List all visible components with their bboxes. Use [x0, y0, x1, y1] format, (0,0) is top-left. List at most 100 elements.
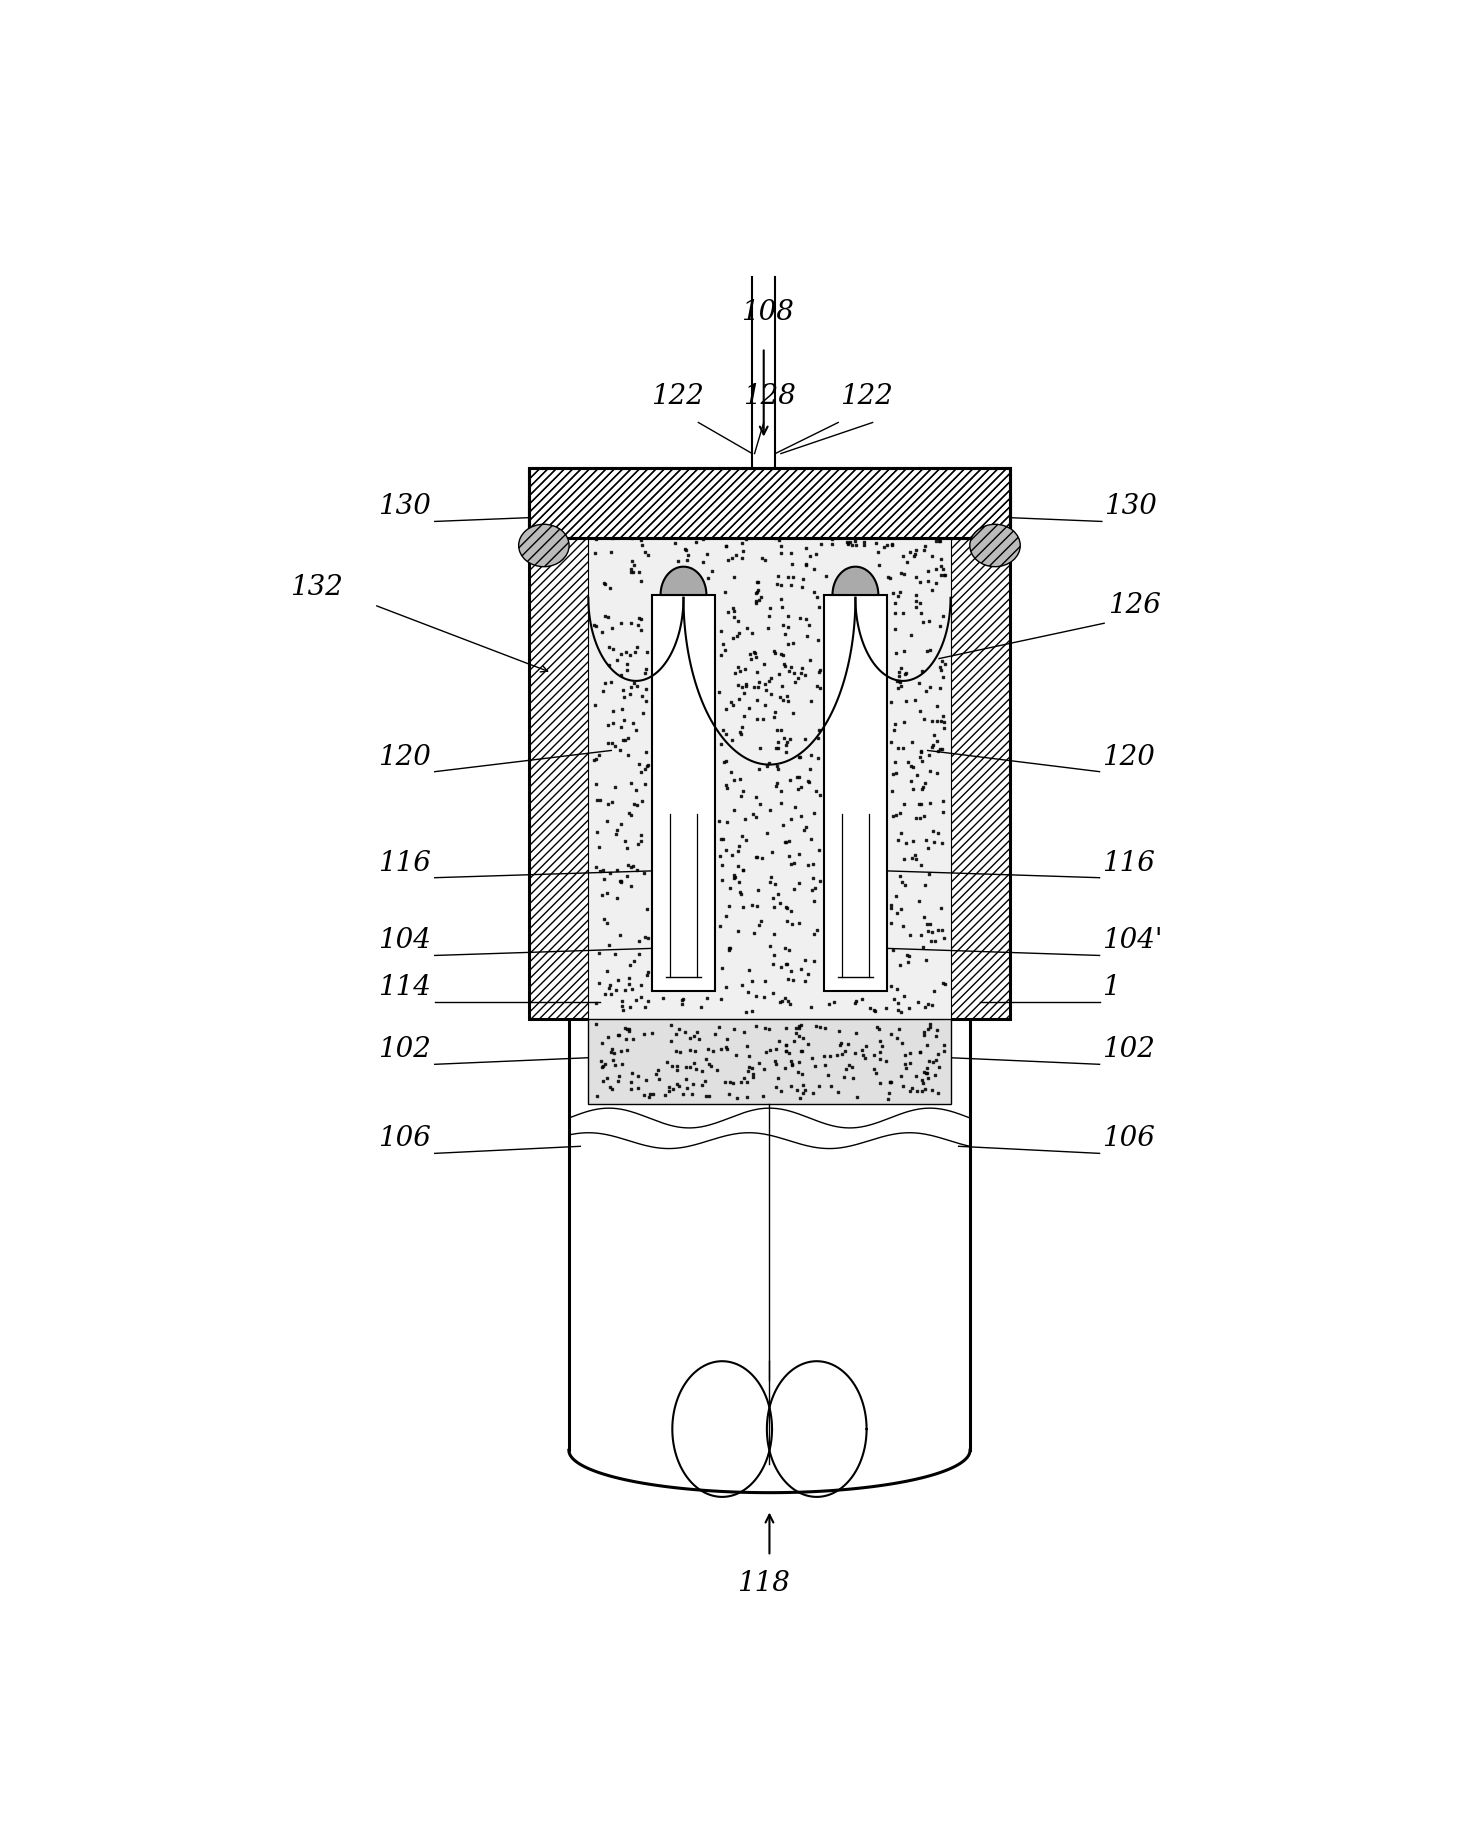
Point: [667, 1013, 691, 1043]
Point: [598, 498, 621, 527]
Point: [806, 626, 830, 655]
Point: [790, 1059, 813, 1089]
Point: [691, 547, 714, 577]
Point: [722, 795, 745, 824]
Point: [765, 716, 788, 745]
Point: [609, 639, 633, 668]
Point: [592, 856, 615, 885]
Point: [666, 1070, 689, 1100]
Point: [697, 1034, 720, 1063]
Point: [745, 578, 769, 608]
Point: [895, 687, 918, 716]
Point: [615, 1036, 639, 1065]
Text: 116: 116: [379, 850, 432, 876]
Point: [614, 1013, 637, 1043]
Point: [744, 802, 768, 832]
Point: [626, 611, 649, 641]
Point: [605, 646, 629, 676]
Point: [879, 1067, 902, 1096]
Point: [775, 1030, 799, 1059]
Point: [722, 597, 745, 626]
Point: [828, 1030, 852, 1059]
Point: [769, 584, 793, 613]
Point: [799, 740, 822, 769]
Point: [917, 565, 941, 595]
Point: [917, 834, 941, 863]
Point: [615, 723, 639, 753]
Point: [785, 775, 809, 804]
Point: [821, 525, 845, 554]
Point: [618, 679, 642, 709]
Point: [691, 525, 714, 554]
Point: [913, 536, 936, 565]
Point: [927, 654, 951, 683]
Point: [603, 731, 627, 760]
Point: [879, 1067, 902, 1096]
Point: [617, 850, 640, 879]
Point: [669, 1037, 692, 1067]
Text: 130: 130: [379, 494, 432, 520]
Point: [779, 957, 803, 986]
Point: [700, 1052, 723, 1081]
Point: [620, 554, 643, 584]
Point: [598, 650, 621, 679]
Point: [589, 1047, 612, 1076]
Point: [893, 659, 917, 688]
Point: [862, 1054, 886, 1083]
Point: [608, 867, 632, 896]
Point: [708, 841, 732, 870]
Point: [899, 766, 923, 795]
Point: [614, 637, 637, 666]
Point: [902, 826, 926, 856]
Point: [879, 564, 902, 593]
Point: [667, 545, 691, 575]
Point: [671, 984, 695, 1013]
Text: 122: 122: [651, 384, 704, 409]
Point: [723, 657, 747, 687]
Point: [763, 698, 787, 727]
Point: [683, 527, 707, 556]
Point: [714, 531, 738, 560]
Point: [930, 892, 954, 922]
Point: [769, 889, 793, 918]
Point: [788, 1083, 812, 1113]
Point: [735, 997, 759, 1026]
Point: [793, 966, 816, 995]
Point: [636, 751, 660, 780]
Point: [679, 554, 703, 584]
Point: [904, 845, 927, 874]
Point: [731, 856, 754, 885]
Point: [781, 562, 805, 591]
Point: [816, 510, 840, 540]
Point: [685, 1017, 708, 1047]
Point: [886, 499, 910, 529]
Point: [637, 1080, 661, 1109]
Point: [787, 663, 810, 692]
Point: [713, 747, 737, 777]
Point: [599, 538, 623, 567]
Point: [683, 1037, 707, 1067]
Point: [737, 979, 760, 1008]
Point: [845, 531, 868, 560]
Point: [763, 1047, 787, 1076]
Point: [776, 936, 800, 966]
Point: [778, 990, 802, 1019]
Point: [609, 867, 633, 896]
Point: [723, 1013, 747, 1043]
Point: [633, 687, 657, 716]
Point: [729, 720, 753, 749]
Point: [782, 1026, 806, 1056]
Point: [720, 543, 744, 573]
Point: [731, 971, 754, 1001]
Point: [766, 501, 790, 531]
Point: [855, 509, 879, 538]
Point: [794, 622, 818, 652]
Point: [747, 672, 771, 701]
Point: [843, 988, 867, 1017]
Point: [926, 736, 950, 766]
Point: [808, 657, 831, 687]
Point: [633, 1019, 657, 1048]
Point: [753, 690, 776, 720]
Point: [726, 916, 750, 946]
Point: [726, 850, 750, 879]
